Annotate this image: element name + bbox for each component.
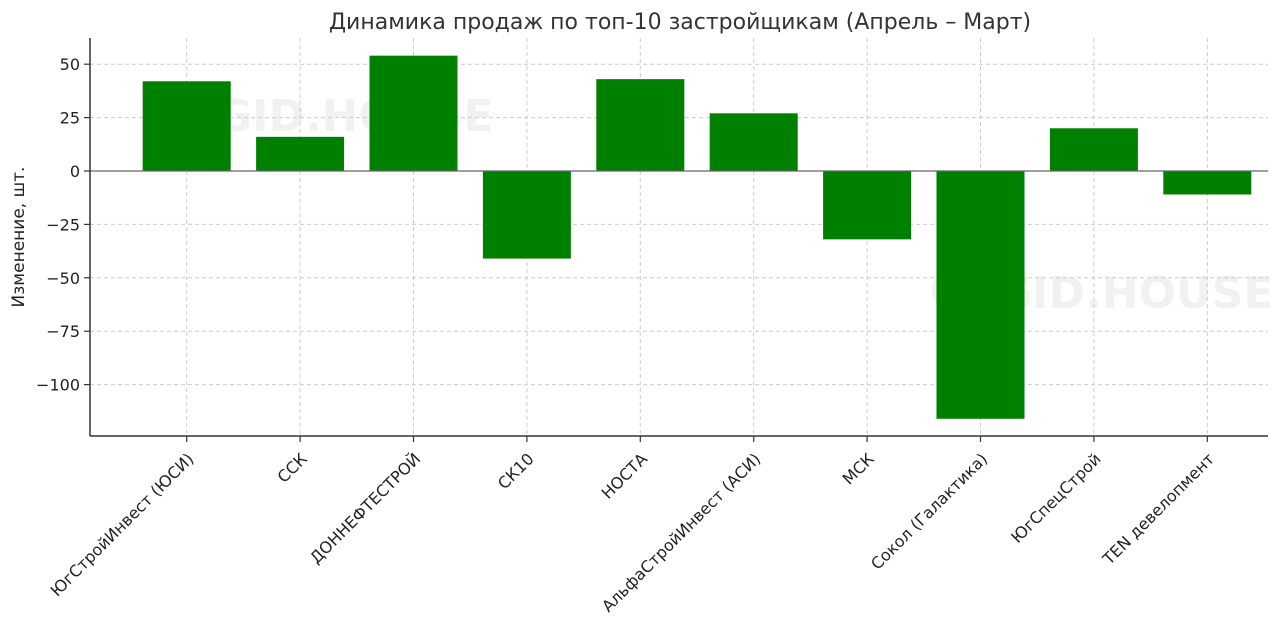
x-tick-label: СК10 xyxy=(494,449,538,493)
bar xyxy=(823,171,912,240)
watermark-text: GID.HOUSE xyxy=(996,268,1273,319)
y-tick-label: 50 xyxy=(60,55,80,74)
bar xyxy=(936,171,1025,419)
y-tick-label: −50 xyxy=(46,269,80,288)
y-tick-label: −25 xyxy=(46,215,80,234)
y-tick-label: 0 xyxy=(70,162,80,181)
chart-title: Динамика продаж по топ-10 застройщикам (… xyxy=(329,10,1031,35)
y-tick-label: 25 xyxy=(60,109,80,128)
y-tick-labels: 50 25 0 −25 −50 −75 −100 xyxy=(36,55,90,395)
axes xyxy=(89,38,1268,437)
x-tick-label: МСК xyxy=(839,449,879,489)
bar xyxy=(1163,171,1252,195)
bar xyxy=(596,79,685,171)
x-tick-label: НОСТА xyxy=(598,449,651,502)
bar xyxy=(369,55,458,171)
x-tick-label: ЮгСпецСтрой xyxy=(1007,449,1105,547)
x-tick-label: ССК xyxy=(274,449,312,487)
bar xyxy=(709,113,798,171)
x-tick-label: ДОННЕФТЕСТРОЙ xyxy=(306,449,424,567)
bar xyxy=(142,81,231,171)
x-tick-label: Сокол (Галактика) xyxy=(867,449,991,573)
bar xyxy=(1049,128,1138,171)
bar xyxy=(256,136,345,171)
y-axis-label: Изменение, шт. xyxy=(9,167,29,308)
x-tick-label: TEN девелопмент xyxy=(1098,449,1218,569)
bar xyxy=(482,171,571,259)
bars xyxy=(142,55,1252,419)
y-tick-label: −100 xyxy=(36,376,80,395)
y-tick-label: −75 xyxy=(46,322,80,341)
x-tick-label: ЮгСтройИнвест (ЮСИ) xyxy=(47,449,198,600)
